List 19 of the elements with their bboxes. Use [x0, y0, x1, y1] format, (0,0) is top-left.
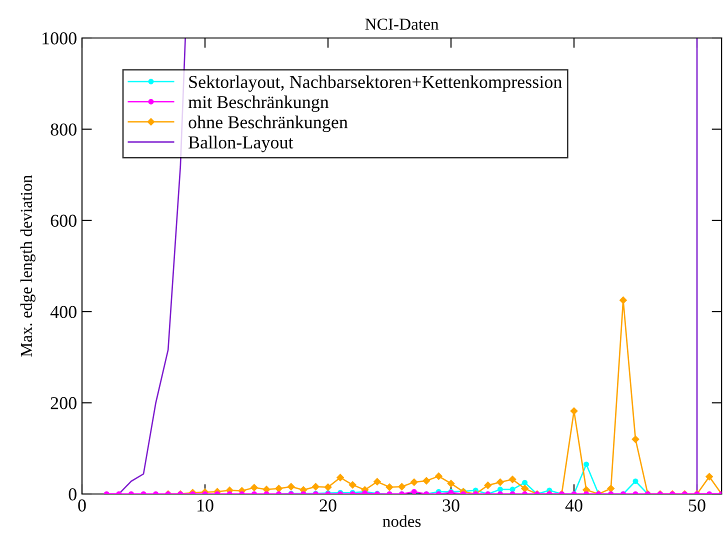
legend-label: ohne Beschränkungen — [188, 116, 348, 132]
y-tick-label: 200 — [50, 397, 76, 410]
x-tick-label: 30 — [442, 499, 460, 512]
legend-label: Sektorlayout, Nachbarsektoren+Kettenkompression — [189, 75, 562, 92]
x-tick-label: 0 — [78, 499, 86, 512]
y-axis-title: Max. edge length deviation — [20, 175, 36, 357]
y-tick-label: 800 — [50, 123, 76, 136]
x-tick-label: 10 — [198, 499, 214, 512]
y-tick-label: 1000 — [42, 32, 76, 44]
x-tick-label: 50 — [689, 499, 706, 512]
y-tick-label: 600 — [50, 214, 76, 227]
x-tick-label: 20 — [320, 499, 336, 512]
y-tick-label: 400 — [50, 306, 76, 318]
y-tick-label: 0 — [68, 488, 76, 500]
legend-label: mit Beschränkungn — [188, 96, 329, 112]
chart-title: NCI-Daten — [365, 18, 439, 30]
x-axis-title: nodes — [382, 515, 421, 527]
legend-label: Ballon-Layout — [188, 136, 294, 152]
x-tick-label: 40 — [565, 499, 582, 512]
